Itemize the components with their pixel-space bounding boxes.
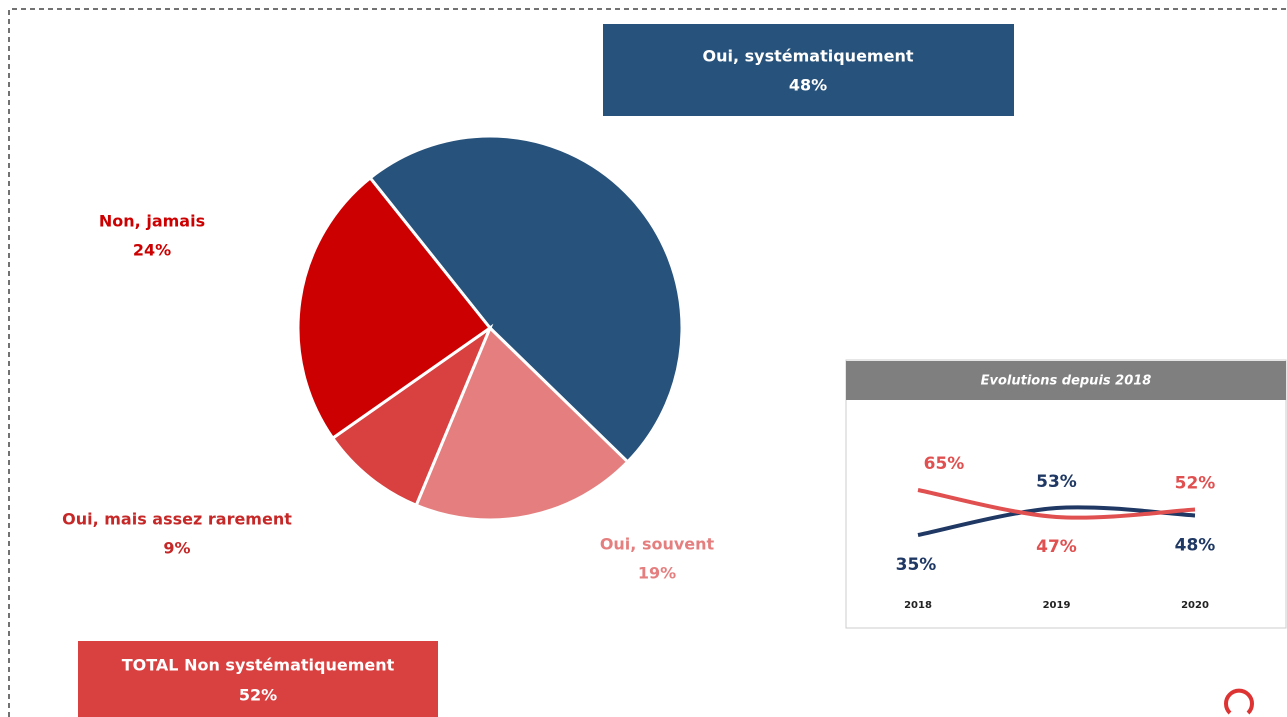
slice-value: 9% xyxy=(163,539,190,558)
value-label: 65% xyxy=(924,454,965,474)
slice-label: Oui, systématiquement xyxy=(703,47,914,66)
total-box xyxy=(78,641,438,717)
value-label: 35% xyxy=(896,555,937,575)
slice-label: Non, jamais xyxy=(99,212,205,231)
pie-slice xyxy=(414,325,630,522)
slice-value: 19% xyxy=(638,564,676,583)
dashed-frame xyxy=(8,8,1287,717)
slice-label: Oui, souvent xyxy=(600,535,715,554)
x-tick-label: 2020 xyxy=(1181,600,1209,611)
total-label: TOTAL Non systématiquement xyxy=(122,656,395,675)
value-label: 53% xyxy=(1036,472,1077,492)
value-label: 47% xyxy=(1036,537,1077,557)
slice-value: 48% xyxy=(789,76,827,95)
pie-slice xyxy=(296,175,493,441)
inset-frame xyxy=(845,359,1287,629)
pie-slice xyxy=(330,323,494,508)
x-tick-label: 2018 xyxy=(904,600,932,611)
slice-label: Oui, mais assez rarement xyxy=(62,510,292,529)
total-value: 52% xyxy=(239,686,277,705)
line-series xyxy=(917,488,1196,520)
logo xyxy=(1224,688,1254,715)
slice-value: 24% xyxy=(133,241,171,260)
value-label: 48% xyxy=(1175,536,1216,556)
value-label: 52% xyxy=(1175,474,1216,494)
x-tick-label: 2019 xyxy=(1043,600,1071,611)
label-box xyxy=(603,24,1014,116)
inset-header xyxy=(846,361,1286,400)
inset-title: Evolutions depuis 2018 xyxy=(981,374,1152,389)
pie-slice xyxy=(368,134,684,464)
